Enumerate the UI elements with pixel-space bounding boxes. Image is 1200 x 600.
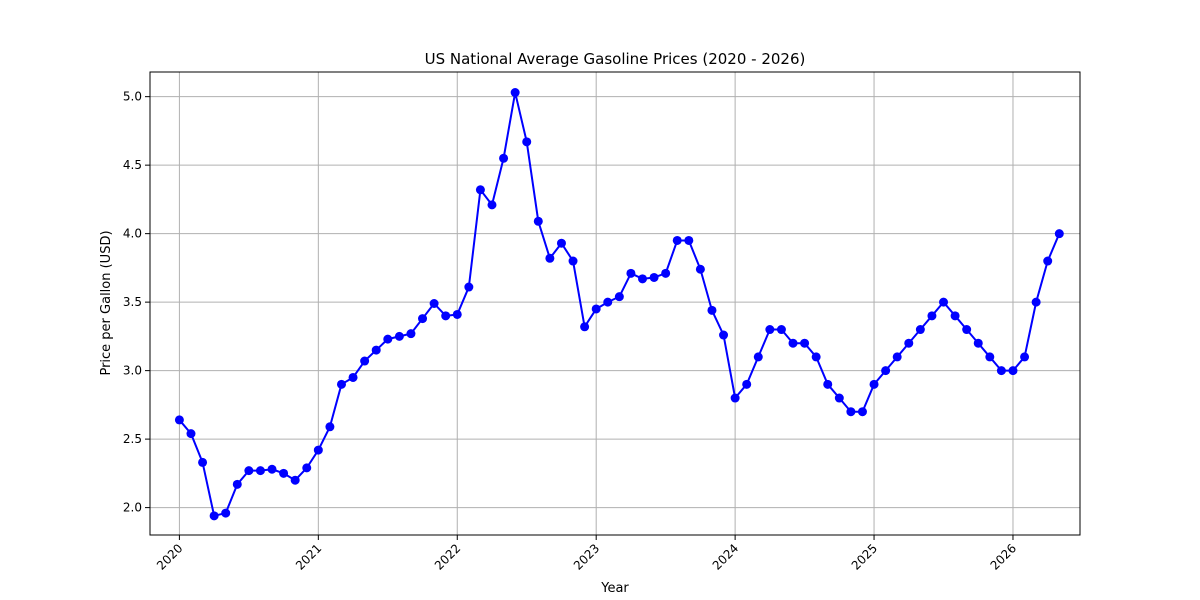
- data-point: [719, 330, 729, 340]
- data-point: [580, 322, 590, 332]
- data-point: [939, 297, 949, 307]
- data-point: [869, 379, 879, 389]
- data-point: [800, 338, 810, 348]
- data-point: [707, 305, 717, 315]
- series-points-group: [174, 88, 1064, 521]
- y-tick-label: 2.0: [123, 501, 142, 515]
- data-point: [522, 137, 532, 147]
- y-tick-label: 3.0: [123, 364, 142, 378]
- data-point: [221, 508, 231, 518]
- data-point: [499, 153, 509, 163]
- data-point: [649, 272, 659, 282]
- data-point: [661, 268, 671, 278]
- data-point: [823, 379, 833, 389]
- data-point: [313, 445, 323, 455]
- data-point: [302, 463, 312, 473]
- data-point: [811, 352, 821, 362]
- y-tick-label: 5.0: [123, 90, 142, 104]
- y-tick-label: 3.5: [123, 295, 142, 309]
- data-point: [348, 372, 358, 382]
- data-point: [614, 292, 624, 302]
- data-point: [336, 379, 346, 389]
- plot-area: [150, 72, 1080, 535]
- data-point: [742, 379, 752, 389]
- data-point: [568, 256, 578, 266]
- data-point: [255, 466, 265, 476]
- data-point: [383, 334, 393, 344]
- data-point: [892, 352, 902, 362]
- data-point: [973, 338, 983, 348]
- data-point: [1031, 297, 1041, 307]
- data-point: [452, 309, 462, 319]
- data-point: [776, 325, 786, 335]
- plot-frame: [149, 71, 1081, 536]
- data-point: [591, 304, 601, 314]
- data-point: [174, 415, 184, 425]
- x-axis-title: Year: [600, 581, 629, 596]
- data-point: [684, 235, 694, 245]
- chart-title: US National Average Gasoline Prices (202…: [425, 50, 806, 68]
- data-point: [834, 393, 844, 403]
- data-point: [464, 282, 474, 292]
- data-point: [1008, 366, 1018, 376]
- data-point: [198, 457, 208, 467]
- data-point: [996, 366, 1006, 376]
- data-point: [487, 200, 497, 210]
- y-axis: 2.0 2.5 3.0 3.5 4.0 4.5 5.0: [123, 90, 150, 515]
- data-point: [371, 345, 381, 355]
- data-point: [1020, 352, 1030, 362]
- data-point: [985, 352, 995, 362]
- data-point: [730, 393, 740, 403]
- data-point: [475, 185, 485, 195]
- data-point: [904, 338, 914, 348]
- x-gridlines: [178, 72, 1014, 535]
- data-point: [915, 325, 925, 335]
- data-point: [325, 422, 335, 432]
- data-point: [510, 88, 520, 98]
- data-point: [962, 325, 972, 335]
- data-point: [232, 479, 242, 489]
- y-axis-title: Price per Gallon (USD): [99, 230, 114, 375]
- data-point: [603, 297, 613, 307]
- data-point: [695, 264, 705, 274]
- y-tick-label: 4.5: [123, 158, 142, 172]
- data-point: [545, 253, 555, 263]
- data-point: [360, 356, 370, 366]
- data-point: [788, 338, 798, 348]
- data-point: [638, 274, 647, 284]
- data-point: [765, 325, 775, 335]
- data-point: [927, 311, 937, 321]
- data-point: [441, 311, 451, 321]
- y-gridlines: [150, 96, 1080, 509]
- data-point: [533, 216, 543, 226]
- data-point: [209, 511, 219, 521]
- data-point: [672, 235, 682, 245]
- data-point: [290, 475, 300, 485]
- data-point: [556, 238, 566, 248]
- data-point: [846, 407, 856, 417]
- data-point: [267, 464, 277, 474]
- data-point: [1054, 229, 1064, 239]
- data-point: [429, 299, 439, 308]
- data-point: [753, 352, 763, 362]
- data-point: [186, 429, 196, 439]
- data-point: [418, 314, 428, 324]
- y-tick-label: 2.5: [123, 432, 142, 446]
- data-point: [406, 329, 416, 339]
- y-tick-label: 4.0: [123, 227, 142, 241]
- data-point: [950, 311, 960, 321]
- data-point: [626, 268, 636, 278]
- data-point: [1043, 256, 1053, 266]
- data-point: [857, 407, 867, 417]
- data-point: [244, 466, 254, 476]
- data-point: [394, 331, 404, 341]
- data-point: [279, 468, 289, 478]
- data-point: [881, 366, 891, 376]
